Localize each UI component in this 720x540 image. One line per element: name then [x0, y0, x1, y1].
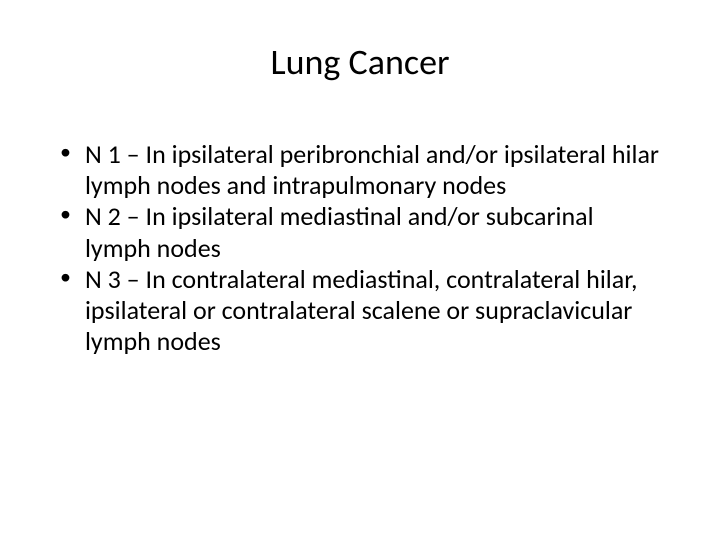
bullet-marker-icon: • — [60, 139, 71, 165]
bullet-text: N 3 – In contralateral mediastinal, cont… — [85, 264, 660, 358]
list-item: • N 3 – In contralateral mediastinal, co… — [60, 264, 660, 358]
page-title: Lung Cancer — [50, 40, 670, 84]
list-item: • N 2 – In ipsilateral mediastinal and/o… — [60, 201, 660, 263]
bullet-text: N 1 – In ipsilateral peribronchial and/o… — [85, 139, 660, 201]
list-item: • N 1 – In ipsilateral peribronchial and… — [60, 139, 660, 201]
bullet-text: N 2 – In ipsilateral mediastinal and/or … — [85, 201, 660, 263]
slide-container: Lung Cancer • N 1 – In ipsilateral perib… — [0, 0, 720, 540]
bullet-marker-icon: • — [60, 264, 71, 290]
bullet-list: • N 1 – In ipsilateral peribronchial and… — [50, 139, 670, 357]
bullet-marker-icon: • — [60, 201, 71, 227]
